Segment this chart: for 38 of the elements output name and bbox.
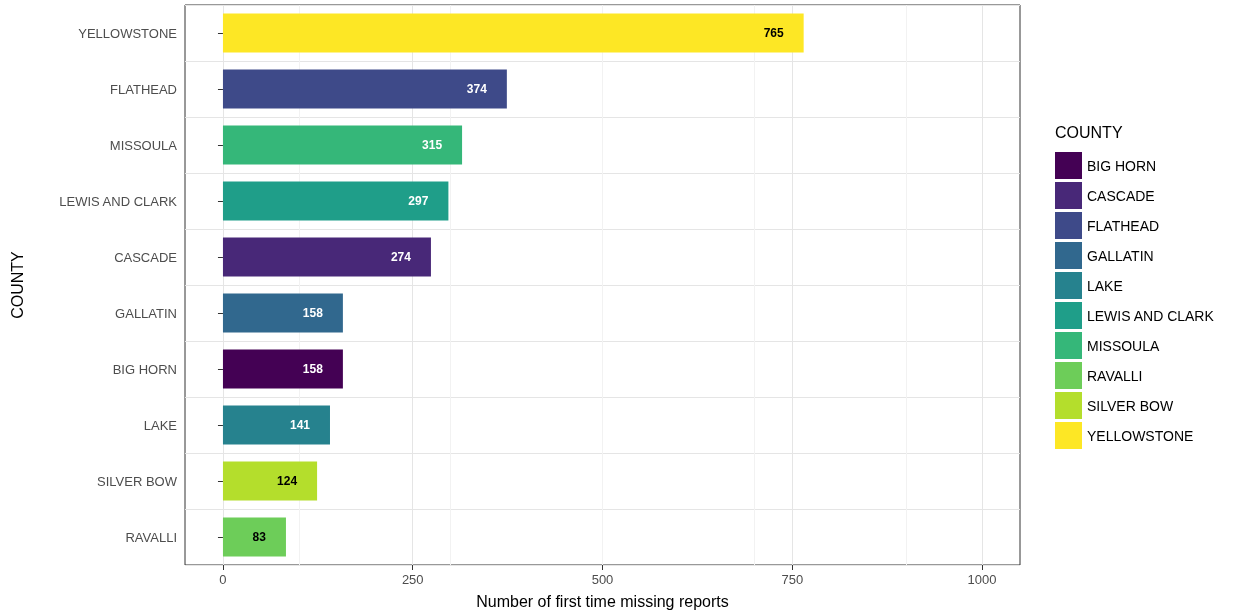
y-tick-label: LAKE bbox=[143, 417, 178, 433]
legend-label: LAKE bbox=[1087, 277, 1123, 294]
y-tick-label: YELLOWSTONE bbox=[78, 25, 178, 41]
legend-label: SILVER BOW bbox=[1087, 397, 1174, 414]
legend-title: COUNTY bbox=[1055, 123, 1123, 141]
y-tick-label: SILVER BOW bbox=[97, 473, 178, 489]
legend-label: RAVALLI bbox=[1087, 367, 1143, 384]
data-label: 141 bbox=[289, 418, 311, 432]
data-label: 315 bbox=[422, 138, 443, 152]
legend-label: BIG HORN bbox=[1087, 157, 1157, 174]
x-tick-label: 250 bbox=[401, 572, 424, 587]
legend-label: MISSOULA bbox=[1087, 337, 1161, 354]
data-label: 374 bbox=[466, 82, 488, 96]
legend-label: FLATHEAD bbox=[1087, 217, 1160, 234]
legend-label: YELLOWSTONE bbox=[1087, 427, 1194, 444]
y-axis-title: COUNTY bbox=[8, 250, 26, 319]
x-tick-label: 0 bbox=[219, 572, 227, 587]
data-label: 297 bbox=[408, 194, 429, 208]
y-tick-label: RAVALLI bbox=[125, 529, 177, 545]
x-tick-label: 500 bbox=[591, 572, 614, 587]
x-axis-title: Number of first time missing reports bbox=[476, 592, 729, 610]
legend-label: LEWIS AND CLARK bbox=[1087, 307, 1215, 324]
data-label: 158 bbox=[302, 306, 324, 320]
y-tick-label: MISSOULA bbox=[109, 137, 178, 153]
data-label: 124 bbox=[277, 474, 298, 488]
y-tick-label: LEWIS AND CLARK bbox=[59, 193, 178, 209]
y-tick-label: CASCADE bbox=[114, 249, 178, 265]
y-tick-label: FLATHEAD bbox=[110, 81, 177, 97]
y-tick-label: BIG HORN bbox=[112, 361, 177, 377]
legend-label: CASCADE bbox=[1087, 187, 1155, 204]
data-label: 158 bbox=[302, 362, 324, 376]
x-tick-label: 750 bbox=[781, 572, 804, 587]
legend-label: GALLATIN bbox=[1087, 247, 1154, 264]
y-tick-label: GALLATIN bbox=[115, 305, 177, 321]
x-tick-label: 1000 bbox=[967, 572, 997, 587]
data-label: 83 bbox=[252, 530, 267, 544]
data-label: 274 bbox=[390, 250, 412, 264]
data-label: 765 bbox=[763, 26, 784, 40]
